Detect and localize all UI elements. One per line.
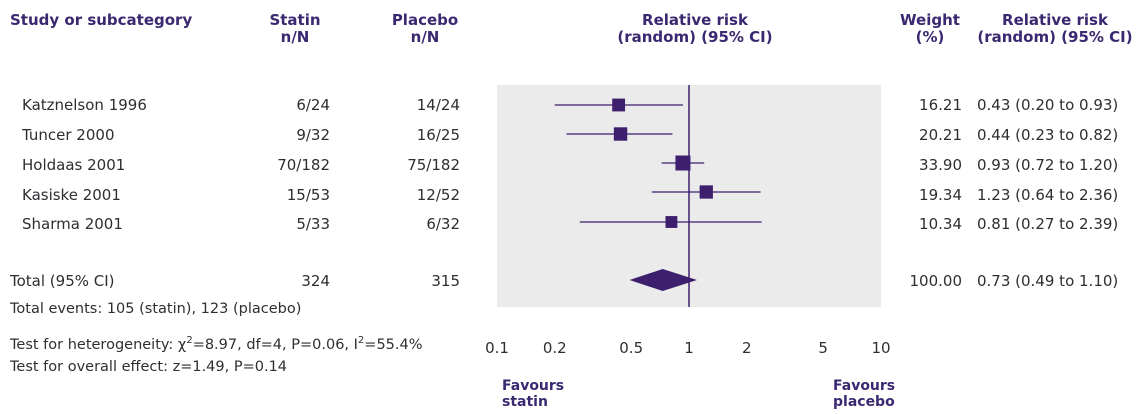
overall-effect-test: Test for overall effect: z=1.49, P=0.14 <box>10 359 288 375</box>
header-study: Study or subcategory <box>10 11 193 29</box>
pooled-diamond <box>629 269 697 291</box>
x-tick-label: 1 <box>684 339 694 357</box>
weight-value: 20.21 <box>919 126 962 144</box>
x-tick-label: 10 <box>871 339 890 357</box>
header-relative-risk-plot: Relative risk (random) (95% CI) <box>617 11 773 46</box>
x-tick-label: 0.5 <box>619 339 643 357</box>
weight-value: 10.34 <box>919 215 962 233</box>
relative-risk-value: 0.93 (0.72 to 1.20) <box>977 156 1119 174</box>
study-name: Sharma 2001 <box>22 215 123 233</box>
statin-count: 6/24 <box>296 96 330 114</box>
total-statin: 324 <box>301 272 330 290</box>
total-label: Total (95% CI) <box>10 272 115 290</box>
effect-marker <box>675 155 691 171</box>
effect-marker <box>699 185 713 199</box>
study-name: Tuncer 2000 <box>22 126 115 144</box>
relative-risk-value: 0.44 (0.23 to 0.82) <box>977 126 1119 144</box>
favours-placebo-label: Favours placebo <box>833 378 896 410</box>
placebo-count: 6/32 <box>426 215 460 233</box>
x-tick-label: 5 <box>818 339 828 357</box>
header-weight: Weight (%) <box>900 11 960 46</box>
total-weight: 100.00 <box>909 272 963 290</box>
weight-value: 33.90 <box>919 156 962 174</box>
total-relative-risk: 0.73 (0.49 to 1.10) <box>977 272 1119 290</box>
effect-marker <box>612 98 626 112</box>
placebo-count: 16/25 <box>416 126 460 144</box>
placebo-count: 75/182 <box>407 156 460 174</box>
relative-risk-value: 0.81 (0.27 to 2.39) <box>977 215 1119 233</box>
weight-value: 16.21 <box>919 96 962 114</box>
statin-count: 9/32 <box>296 126 330 144</box>
effect-marker <box>665 216 678 228</box>
placebo-count: 12/52 <box>416 186 460 204</box>
effect-marker <box>613 127 628 141</box>
favours-statin-label: Favours statin <box>502 378 565 410</box>
placebo-count: 14/24 <box>416 96 460 114</box>
statin-count: 70/182 <box>277 156 330 174</box>
x-tick-label: 0.1 <box>485 339 509 357</box>
header-statin: Statin n/N <box>269 11 321 46</box>
header-placebo: Placebo n/N <box>391 11 459 46</box>
relative-risk-value: 1.23 (0.64 to 2.36) <box>977 186 1119 204</box>
study-name: Kasiske 2001 <box>22 186 121 204</box>
header-relative-risk-text: Relative risk (random) (95% CI) <box>977 11 1133 46</box>
total-placebo: 315 <box>431 272 460 290</box>
total-events: Total events: 105 (statin), 123 (placebo… <box>10 301 302 317</box>
study-name: Katznelson 1996 <box>22 96 147 114</box>
x-tick-label: 0.2 <box>543 339 567 357</box>
statin-count: 5/33 <box>296 215 330 233</box>
relative-risk-value: 0.43 (0.20 to 0.93) <box>977 96 1119 114</box>
statin-count: 15/53 <box>286 186 330 204</box>
weight-value: 19.34 <box>919 186 962 204</box>
study-name: Holdaas 2001 <box>22 156 126 174</box>
heterogeneity-test: Test for heterogeneity: χ2=8.97, df=4, P… <box>10 335 423 353</box>
x-tick-label: 2 <box>742 339 752 357</box>
